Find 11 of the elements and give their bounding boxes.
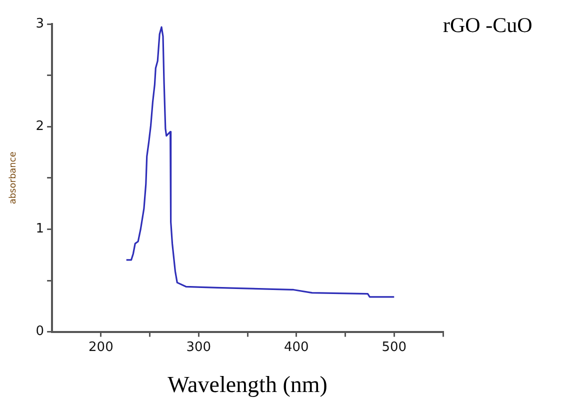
text: rGO -CuO bbox=[443, 13, 532, 38]
y-axis-title: absorbance bbox=[8, 151, 19, 204]
y-tick-label: 0 bbox=[36, 324, 44, 340]
y-tick-label: 2 bbox=[36, 118, 44, 134]
x-tick-label: 300 bbox=[186, 340, 212, 355]
x-axis-title: Wavelength (nm) bbox=[168, 372, 328, 398]
y-tick-label: 1 bbox=[36, 222, 44, 237]
x-tick-label: 200 bbox=[88, 340, 114, 355]
x-tick-label: 500 bbox=[382, 340, 407, 355]
y-tick-label: 3 bbox=[36, 16, 44, 32]
x-tick-label: 400 bbox=[284, 340, 309, 355]
